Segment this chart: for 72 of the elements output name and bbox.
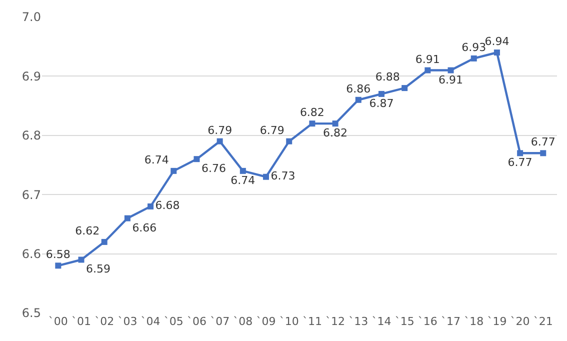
data-label: 6.91 xyxy=(415,52,440,66)
data-label: 6.79 xyxy=(208,124,232,137)
point xyxy=(355,96,362,103)
data-label: 6.62 xyxy=(75,224,100,238)
data-label: 6.74 xyxy=(230,174,256,187)
point xyxy=(517,150,524,156)
point xyxy=(494,50,500,56)
point xyxy=(101,238,108,245)
data-label: 6.58 xyxy=(46,248,70,262)
x-tick-label: `18 xyxy=(464,315,484,328)
point xyxy=(148,203,154,210)
data-label: 6.82 xyxy=(300,106,324,120)
data-label: 6.59 xyxy=(86,262,111,276)
data-label: 6.82 xyxy=(323,126,348,140)
point xyxy=(378,90,384,97)
data-label: 6.79 xyxy=(260,124,284,137)
x-tick-label: `00 xyxy=(48,315,68,328)
y-tick-label: 6.9 xyxy=(22,69,41,84)
data-label: 6.74 xyxy=(144,153,169,166)
y-tick-label: 6.5 xyxy=(22,306,41,320)
point xyxy=(309,120,316,127)
point xyxy=(470,55,477,62)
point xyxy=(263,174,270,180)
point xyxy=(448,67,454,74)
data-label: 6.76 xyxy=(201,162,226,176)
x-tick-label: `02 xyxy=(94,315,114,328)
data-label: 6.66 xyxy=(132,221,157,234)
x-tick-label: `06 xyxy=(186,315,206,328)
point xyxy=(424,67,431,74)
data-label: 6.86 xyxy=(346,82,371,96)
x-tick-label: `04 xyxy=(140,315,160,328)
data-label: 6.77 xyxy=(530,136,556,149)
x-tick-label: `05 xyxy=(164,315,184,328)
point xyxy=(402,85,408,92)
data-label: 6.68 xyxy=(155,199,180,212)
x-tick-label: `19 xyxy=(487,315,507,328)
data-label: 6.77 xyxy=(508,156,532,170)
x-tick-label: `13 xyxy=(348,315,368,328)
point xyxy=(286,138,292,144)
x-tick-label: `16 xyxy=(418,315,438,328)
point xyxy=(170,168,177,174)
point xyxy=(216,138,223,144)
x-tick-label: `01 xyxy=(72,315,92,328)
point xyxy=(332,120,338,127)
point xyxy=(55,262,62,269)
x-tick-label: `17 xyxy=(441,315,461,328)
x-tick-label: `12 xyxy=(326,315,346,328)
y-tick-label: 6.6 xyxy=(22,247,41,261)
x-tick-label: `07 xyxy=(210,315,230,328)
point xyxy=(194,156,200,162)
data-label: 6.91 xyxy=(438,73,464,86)
x-tick-label: `21 xyxy=(533,315,553,328)
y-tick-label: 7.0 xyxy=(22,10,41,24)
x-tick-label: `09 xyxy=(256,315,276,328)
data-label: 6.94 xyxy=(484,35,510,48)
x-tick-label: `20 xyxy=(510,315,530,328)
point xyxy=(124,215,130,222)
x-tick-label: `15 xyxy=(394,315,414,328)
x-tick-label: `10 xyxy=(279,315,299,328)
point xyxy=(78,256,84,263)
y-tick-label: 6.8 xyxy=(22,128,41,143)
x-tick-label: `14 xyxy=(372,315,392,328)
y-tick-label: 6.7 xyxy=(22,188,41,202)
data-label: 6.88 xyxy=(375,70,400,84)
point xyxy=(540,150,546,156)
point xyxy=(240,168,246,174)
data-label: 6.93 xyxy=(462,40,486,54)
x-tick-label: `03 xyxy=(118,315,138,328)
data-label: 6.73 xyxy=(270,170,296,183)
x-tick-label: `08 xyxy=(233,315,253,328)
data-label: 6.87 xyxy=(369,96,394,110)
x-tick-label: `11 xyxy=(302,315,322,328)
